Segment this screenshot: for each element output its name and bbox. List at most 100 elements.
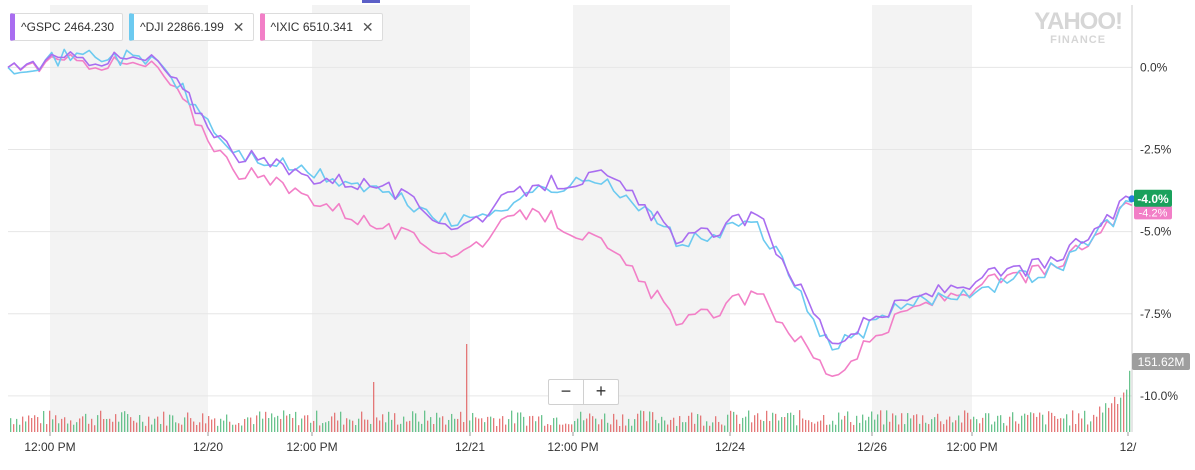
- volume-bar: [760, 419, 762, 432]
- close-icon[interactable]: ✕: [232, 18, 245, 35]
- volume-bar: [958, 415, 960, 432]
- logo-text: YAHOO!: [1034, 8, 1123, 35]
- volume-bar: [328, 421, 330, 432]
- volume-bar: [589, 413, 591, 432]
- volume-bar: [226, 414, 228, 432]
- volume-bar: [940, 421, 942, 432]
- volume-bar: [763, 421, 765, 432]
- legend-chip-gspc[interactable]: ^GSPC 2464.230: [10, 13, 124, 41]
- volume-bar: [241, 425, 243, 432]
- volume-bar: [22, 416, 24, 432]
- volume-bar: [964, 410, 966, 432]
- volume-bar: [745, 416, 747, 432]
- volume-bar: [175, 422, 177, 432]
- volume-bar: [661, 416, 663, 432]
- ixic-badge: [1134, 205, 1172, 220]
- volume-bar: [1126, 389, 1128, 432]
- volume-bar: [361, 411, 363, 432]
- volume-bar: [193, 421, 195, 432]
- volume-bar: [100, 410, 102, 432]
- volume-bar: [1099, 406, 1101, 432]
- volume-bar: [139, 415, 141, 432]
- volume-bar: [859, 422, 861, 432]
- volume-bar: [397, 424, 399, 432]
- volume-bar: [838, 412, 840, 432]
- volume-bar: [115, 414, 117, 432]
- volume-bar: [253, 424, 255, 432]
- zoom-out-button[interactable]: −: [560, 381, 572, 401]
- volume-bar: [991, 424, 993, 432]
- legend-symbol: ^DJI: [140, 20, 164, 34]
- volume-bar: [910, 418, 912, 432]
- volume-bar: [970, 419, 972, 432]
- volume-bar: [334, 412, 336, 432]
- volume-bar: [484, 422, 486, 432]
- volume-bar: [121, 412, 123, 432]
- volume-bar: [532, 415, 534, 432]
- volume-bar: [490, 416, 492, 432]
- volume-bar: [388, 411, 390, 432]
- volume-bar: [103, 418, 105, 432]
- volume-bar: [937, 413, 939, 432]
- volume-bar: [877, 414, 879, 432]
- volume-bar: [163, 411, 165, 432]
- volume-bar: [1087, 424, 1089, 432]
- volume-bar: [736, 414, 738, 432]
- series-line: [7, 53, 1133, 378]
- volume-bar: [1042, 414, 1044, 432]
- volume-bar: [190, 418, 192, 432]
- volume-bar: [547, 424, 549, 432]
- volume-bar: [244, 418, 246, 432]
- volume-bar: [604, 413, 606, 432]
- volume-bar: [796, 425, 798, 432]
- volume-bar: [58, 423, 60, 432]
- volume-bar: [904, 424, 906, 432]
- volume-badge-text: 151.62M: [1138, 355, 1185, 369]
- volume-bar: [583, 420, 585, 432]
- legend-chip-ixic[interactable]: ^IXIC 6510.341 ✕: [259, 13, 383, 41]
- volume-bar: [607, 422, 609, 432]
- volume-bar: [70, 420, 72, 432]
- volume-bar: [643, 411, 645, 432]
- volume-bar: [961, 422, 963, 432]
- volume-bar: [652, 412, 654, 432]
- volume-bar: [61, 418, 63, 432]
- volume-bar: [826, 424, 828, 432]
- volume-bar: [10, 418, 12, 432]
- zoom-in-button[interactable]: +: [583, 380, 618, 404]
- volume-bar: [451, 413, 453, 432]
- volume-bar: [355, 425, 357, 432]
- volume-bar: [631, 425, 633, 432]
- legend-chip-dji[interactable]: ^DJI 22866.199 ✕: [129, 13, 254, 41]
- volume-bar: [538, 416, 540, 432]
- close-icon[interactable]: ✕: [361, 18, 374, 35]
- volume-bar: [919, 423, 921, 432]
- volume-bar: [508, 419, 510, 432]
- volume-bar: [427, 420, 429, 432]
- volume-bar: [118, 421, 120, 432]
- volume-bar: [1120, 397, 1122, 432]
- volume-bar: [553, 418, 555, 432]
- volume-bar: [1009, 416, 1011, 432]
- volume-bar: [847, 411, 849, 432]
- volume-bar: [316, 410, 318, 432]
- volume-bar: [1051, 412, 1053, 432]
- volume-badge: [1132, 353, 1190, 370]
- x-tick-label: 12:00 PM: [946, 440, 997, 454]
- volume-bar: [340, 411, 342, 432]
- volume-bar: [862, 414, 864, 432]
- volume-bar: [1021, 415, 1023, 432]
- volume-bar: [349, 419, 351, 432]
- volume-bar: [946, 419, 948, 432]
- volume-bar: [616, 419, 618, 432]
- volume-bar: [523, 416, 525, 432]
- volume-bar: [640, 410, 642, 432]
- volume-bar: [385, 422, 387, 432]
- volume-bar: [517, 412, 519, 432]
- volume-bar: [376, 417, 378, 432]
- volume-bar: [1105, 403, 1107, 432]
- volume-bar: [76, 422, 78, 432]
- volume-bar: [799, 410, 801, 432]
- volume-bar: [463, 422, 465, 432]
